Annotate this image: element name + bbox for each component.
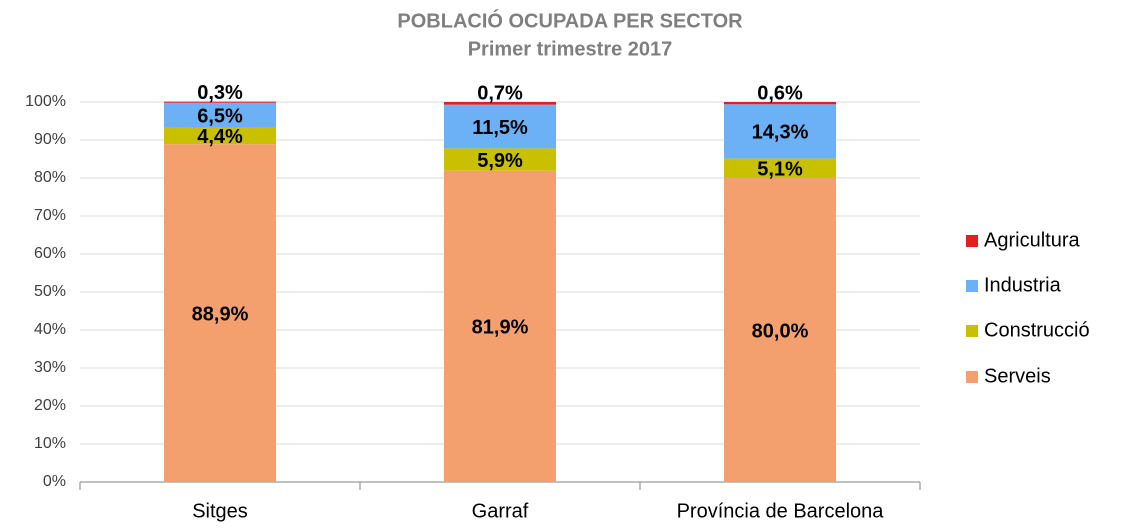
legend-label: Serveis	[984, 365, 1051, 387]
chart-title: POBLACIÓ OCUPADA PER SECTOR	[397, 8, 743, 32]
value-label: 11,5%	[472, 117, 528, 139]
value-label: 4,4%	[197, 126, 243, 148]
value-label: 14,3%	[752, 122, 809, 144]
bar-segment	[724, 158, 836, 178]
value-label: 88,9%	[192, 303, 249, 325]
value-label: 0,6%	[757, 82, 803, 104]
y-tick-label: 70%	[34, 207, 66, 224]
y-tick-label: 40%	[34, 321, 66, 338]
bar-segment	[164, 101, 276, 103]
legend-swatch	[966, 325, 978, 337]
legend-swatch	[966, 371, 978, 383]
legend-label: Industria	[984, 274, 1062, 296]
chart-subtitle: Primer trimestre 2017	[468, 38, 673, 60]
value-label: 0,7%	[477, 82, 523, 104]
bar-segment	[444, 104, 556, 149]
legend-label: Construcció	[984, 319, 1090, 341]
y-tick-label: 20%	[34, 397, 66, 414]
y-tick-label: 80%	[34, 169, 66, 186]
bar-segment	[164, 102, 276, 128]
value-label: 6,5%	[197, 105, 243, 127]
value-label: 81,9%	[472, 317, 529, 339]
y-tick-label: 60%	[34, 245, 66, 262]
value-label: 5,9%	[477, 150, 523, 172]
value-label: 0,3%	[197, 82, 243, 104]
x-tick-label: Garraf	[472, 500, 529, 522]
y-tick-label: 0%	[43, 473, 66, 490]
legend-swatch	[966, 280, 978, 292]
y-tick-label: 100%	[25, 93, 66, 110]
bar-segment	[724, 102, 836, 105]
value-label: 80,0%	[752, 320, 809, 342]
bar-segment	[724, 104, 836, 159]
y-tick-label: 50%	[34, 283, 66, 300]
y-tick-label: 90%	[34, 131, 66, 148]
bar-segment	[444, 148, 556, 171]
x-tick-label: Sitges	[192, 500, 248, 522]
y-tick-label: 10%	[34, 435, 66, 452]
legend-swatch	[966, 235, 978, 247]
bar-segment	[724, 178, 836, 482]
value-label: 5,1%	[757, 159, 803, 181]
bar-segment	[164, 127, 276, 145]
bar-segment	[444, 170, 556, 482]
bar-segment	[164, 144, 276, 482]
bar-segment	[444, 102, 556, 105]
x-tick-label: Província de Barcelona	[677, 500, 885, 522]
legend-label: Agricultura	[984, 229, 1080, 251]
y-tick-label: 30%	[34, 359, 66, 376]
